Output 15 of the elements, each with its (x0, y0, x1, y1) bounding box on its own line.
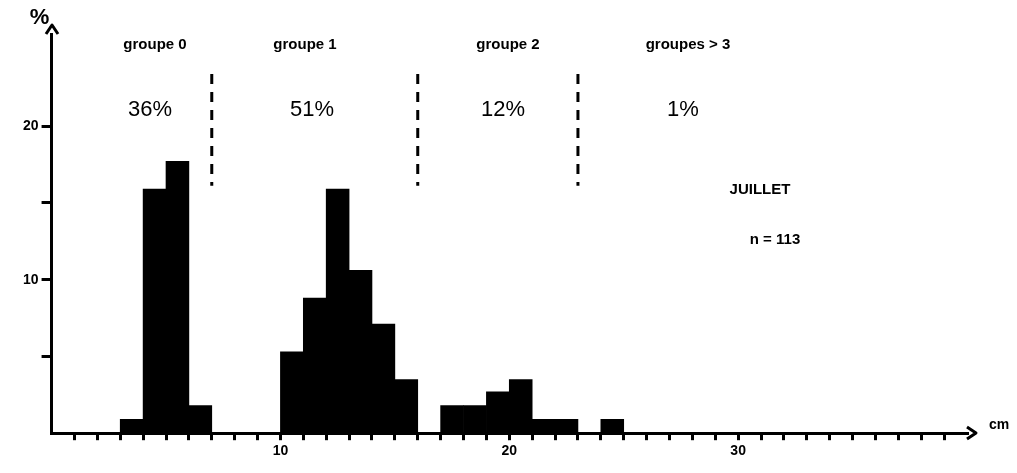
annotation: n = 113 (749, 230, 801, 248)
annotation: groupe 2 (476, 35, 540, 53)
x-tick-label: 20 (501, 442, 518, 459)
annotation: groupes > 3 (645, 35, 731, 53)
annotation: 12% (480, 96, 526, 122)
annotation: groupe 0 (123, 35, 187, 53)
annotation: JUILLET (729, 180, 791, 198)
annotation: 51% (289, 96, 335, 122)
y-axis-title: % (29, 4, 50, 30)
annotation: 36% (127, 96, 173, 122)
x-tick-label: 10 (272, 442, 289, 459)
x-tick-label: 30 (730, 442, 747, 459)
annotation: groupe 1 (273, 35, 337, 53)
x-axis-title: cm (989, 416, 1010, 433)
annotation: 1% (667, 96, 699, 122)
